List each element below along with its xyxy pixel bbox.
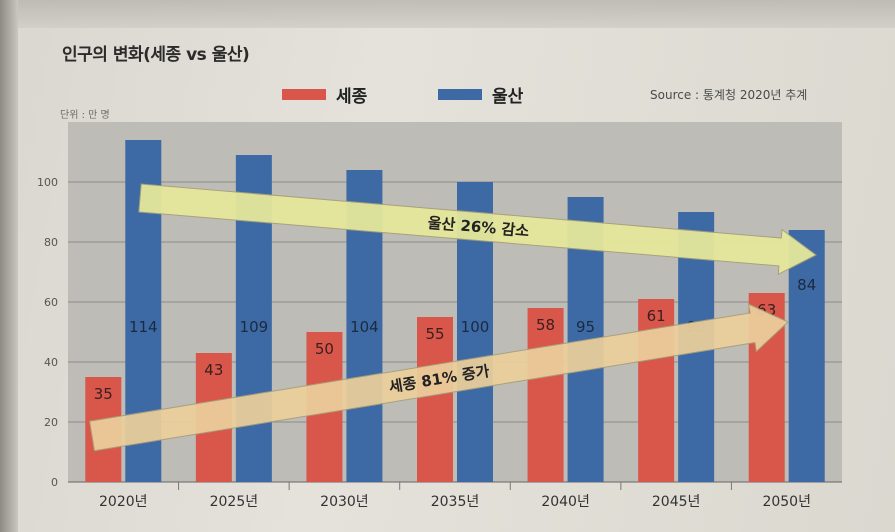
data-label-sejong: 61 bbox=[647, 307, 666, 325]
data-label-ulsan: 104 bbox=[350, 318, 379, 336]
data-label-sejong: 58 bbox=[536, 316, 555, 334]
binding-shadow bbox=[0, 0, 18, 532]
bar-ulsan bbox=[788, 230, 825, 482]
bar-sejong bbox=[527, 308, 564, 482]
source-label: Source : 통계청 2020년 추계 bbox=[650, 88, 808, 102]
x-tick-label: 2025년 bbox=[210, 494, 259, 510]
y-tick-label: 0 bbox=[51, 476, 58, 489]
x-tick-label: 2020년 bbox=[99, 494, 148, 510]
chart-title: 인구의 변화(세종 vs 울산) bbox=[62, 45, 250, 65]
x-tick-label: 2045년 bbox=[652, 494, 701, 510]
ulsan-trend-arrow bbox=[138, 183, 817, 276]
y-tick-label: 60 bbox=[44, 296, 58, 309]
x-tick-label: 2030년 bbox=[320, 494, 369, 510]
sejong-trend-arrow bbox=[89, 303, 789, 452]
y-tick-label: 40 bbox=[44, 356, 58, 369]
data-label-ulsan: 109 bbox=[240, 318, 269, 336]
y-tick-label: 80 bbox=[44, 236, 58, 249]
legend-label-ulsan: 울산 bbox=[492, 87, 524, 107]
data-label-sejong: 35 bbox=[94, 385, 113, 403]
legend-item-ulsan: 울산 bbox=[438, 82, 523, 107]
y-tick-label: 100 bbox=[37, 176, 58, 189]
data-label-ulsan: 114 bbox=[129, 318, 158, 336]
legend-item-sejong: 세종 bbox=[282, 82, 367, 107]
x-tick-label: 2050년 bbox=[762, 494, 811, 510]
top-strip bbox=[0, 0, 895, 28]
data-label-ulsan: 95 bbox=[576, 318, 595, 336]
legend-swatch-ulsan bbox=[438, 89, 482, 100]
x-tick-label: 2040년 bbox=[541, 494, 590, 510]
y-tick-label: 20 bbox=[44, 416, 58, 429]
unit-label: 단위 : 만 명 bbox=[60, 110, 110, 121]
data-label-sejong: 50 bbox=[315, 340, 334, 358]
x-tick-label: 2035년 bbox=[431, 494, 480, 510]
data-label-ulsan: 100 bbox=[461, 318, 490, 336]
data-label-sejong: 43 bbox=[204, 361, 223, 379]
legend-label-sejong: 세종 bbox=[336, 87, 368, 107]
data-label-sejong: 55 bbox=[425, 325, 444, 343]
legend-swatch-sejong bbox=[282, 89, 326, 100]
bar-sejong bbox=[417, 317, 453, 482]
data-label-ulsan: 84 bbox=[797, 276, 816, 294]
